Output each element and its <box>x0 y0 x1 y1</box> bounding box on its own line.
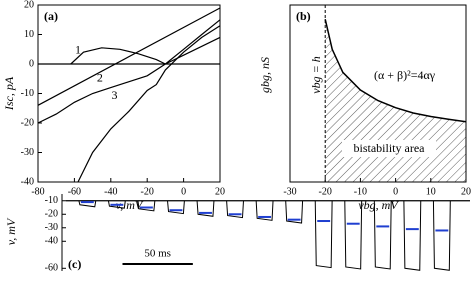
curve-label: 2 <box>97 71 103 85</box>
x-tick-label: -40 <box>104 186 117 197</box>
y-tick-label: -10 <box>21 88 34 99</box>
pulse <box>373 200 392 270</box>
boundary-curve <box>324 19 467 123</box>
y-tick-label: 0 <box>29 58 34 69</box>
y-tick-label: 10 <box>24 29 34 40</box>
pulse <box>167 200 185 215</box>
y-tick-label: -30 <box>45 222 58 233</box>
x-tick-label: -20 <box>319 186 332 197</box>
pulse <box>137 200 156 212</box>
panel-label: (b) <box>296 9 311 23</box>
area-label-bg <box>342 140 436 157</box>
panel-label: (c) <box>68 257 81 271</box>
x-tick-label: -10 <box>354 186 367 197</box>
curve <box>70 36 221 65</box>
x-tick-label: -60 <box>68 186 81 197</box>
y-tick-label: -20 <box>21 117 34 128</box>
curve <box>37 7 221 106</box>
curve-label: 3 <box>111 88 117 102</box>
x-tick-label: -20 <box>141 186 154 197</box>
x-axis-label: vbg, mV <box>358 198 399 212</box>
y-tick-label: 20 <box>24 0 34 10</box>
pulse <box>255 200 274 221</box>
pulse <box>226 200 244 219</box>
y-tick-label: -40 <box>21 176 34 187</box>
y-tick-label: -40 <box>45 236 58 247</box>
panel-label: (a) <box>44 9 58 23</box>
threshold-label: vbg = h <box>309 56 323 93</box>
x-tick-label: 10 <box>426 186 436 197</box>
curve-label: 1 <box>75 42 81 56</box>
y-axis-label: v, mV <box>4 217 18 245</box>
x-tick-label: -80 <box>31 186 44 197</box>
y-tick-label: -10 <box>45 195 58 206</box>
x-tick-label: 20 <box>215 186 225 197</box>
curve-equation: (α + β)²=4αγ <box>374 68 436 82</box>
scale-bar-label: 50 ms <box>144 248 171 260</box>
curve <box>77 25 221 183</box>
pulse <box>285 200 304 224</box>
hatched-area <box>325 19 466 183</box>
pulse <box>344 200 363 270</box>
pulse <box>107 200 126 209</box>
curve <box>37 19 221 124</box>
pulse <box>432 200 451 271</box>
x-tick-label: 0 <box>393 186 398 197</box>
x-tick-label: 20 <box>461 186 471 197</box>
area-label: bistability area <box>354 141 426 155</box>
x-tick-label: 0 <box>181 186 186 197</box>
pulse <box>314 200 333 269</box>
pulse <box>78 200 97 208</box>
plot-frame <box>37 4 221 183</box>
y-tick-label: -30 <box>21 147 34 158</box>
y-tick-label: -20 <box>45 209 58 220</box>
y-axis-label: Isc, pA <box>2 76 16 111</box>
x-tick-label: -30 <box>283 186 296 197</box>
y-axis-label: gbg, nS <box>258 57 272 93</box>
pulse <box>403 200 422 271</box>
pulse <box>196 200 215 217</box>
y-tick-label: -60 <box>45 263 58 274</box>
plot-frame <box>289 4 467 183</box>
